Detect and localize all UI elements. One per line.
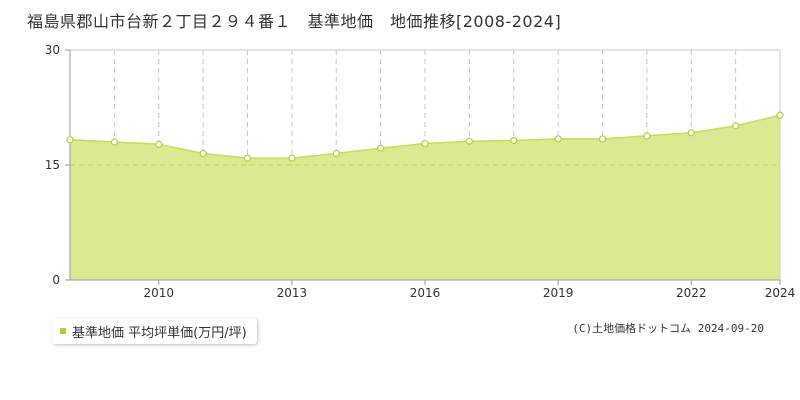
axes	[65, 49, 781, 285]
area-fill	[70, 115, 780, 281]
x-tick-label: 2019	[543, 286, 574, 300]
x-tick-label: 2022	[676, 286, 707, 300]
area-layer	[69, 114, 781, 281]
data-point	[687, 129, 695, 137]
data-point	[243, 154, 252, 162]
data-point	[554, 135, 562, 143]
x-tick-label: 2010	[143, 286, 174, 300]
data-point	[598, 135, 607, 143]
data-point	[465, 137, 473, 145]
x-tick-label: 2016	[410, 286, 441, 300]
data-point	[199, 149, 207, 158]
legend-label: 基準地価 平均坪単価(万円/坪)	[72, 325, 247, 341]
data-point	[732, 122, 740, 130]
x-tick-label: 2024	[765, 286, 796, 300]
data-point	[66, 136, 74, 144]
data-point	[110, 138, 118, 146]
data-point	[421, 139, 429, 148]
y-tick-label: 0	[52, 273, 60, 287]
legend: 基準地価 平均坪単価(万円/坪)	[52, 318, 257, 344]
y-tick-label: 30	[45, 43, 60, 57]
data-point	[332, 149, 340, 158]
data-point	[288, 154, 296, 162]
y-tick-label: 15	[45, 158, 60, 172]
legend-marker	[60, 328, 66, 334]
data-point	[643, 132, 651, 140]
x-tick-label: 2013	[277, 286, 308, 300]
data-point	[510, 136, 518, 145]
data-point	[377, 144, 385, 152]
data-point	[776, 111, 784, 119]
data-point	[155, 140, 163, 148]
copyright: (C)土地価格ドットコム 2024-09-20	[572, 322, 764, 335]
tick-labels: 0 15 30 2010 2013 2016 2019 2022 2024	[45, 43, 796, 300]
chart-title: 福島県郡山市台新２丁目２９４番１ 基準地価 地価推移[2008-2024]	[27, 12, 562, 31]
data-points	[66, 111, 784, 162]
